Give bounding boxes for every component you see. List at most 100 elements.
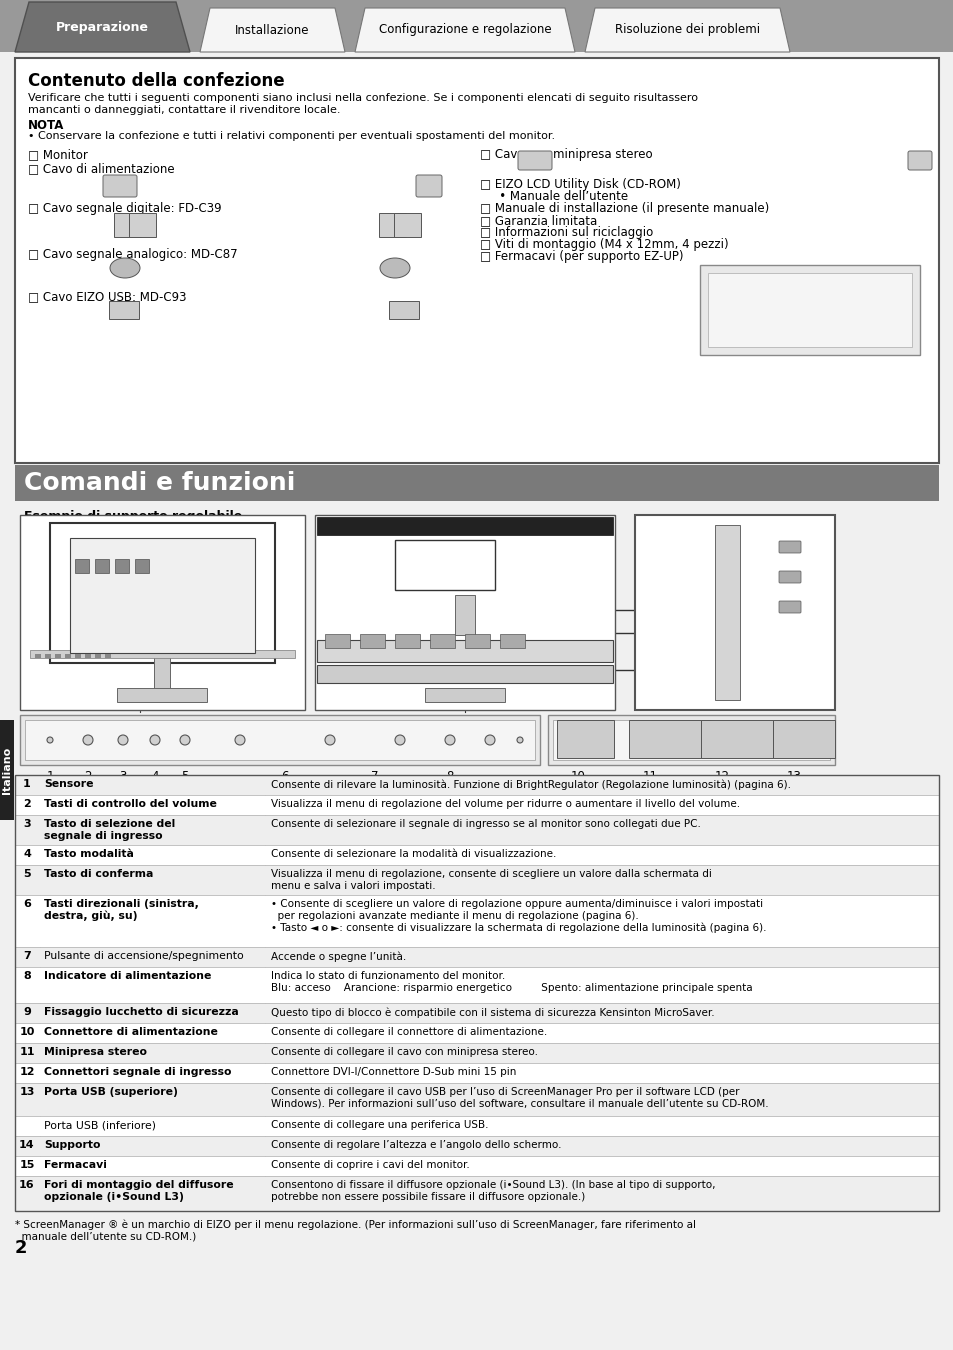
Text: 7: 7	[23, 950, 30, 961]
Text: 11: 11	[19, 1048, 34, 1057]
Text: 1: 1	[23, 779, 30, 788]
Bar	[15, 464, 938, 501]
Bar	[15, 946, 938, 967]
FancyBboxPatch shape	[628, 720, 710, 757]
Text: * ScreenManager ® è un marchio di EIZO per il menu regolazione. (Per informazion: * ScreenManager ® è un marchio di EIZO p…	[15, 1219, 696, 1241]
Text: Menu regolazione
(*ScreenManager ®): Menu regolazione (*ScreenManager ®)	[22, 716, 138, 737]
Text: □ Cavo di alimentazione: □ Cavo di alimentazione	[28, 162, 174, 176]
Text: Comandi e funzioni: Comandi e funzioni	[24, 471, 295, 495]
Text: □ Cavo segnale analogico: MD-C87: □ Cavo segnale analogico: MD-C87	[28, 248, 237, 261]
Bar	[15, 1023, 938, 1044]
Bar	[50, 522, 274, 663]
Text: Indicatore di alimentazione: Indicatore di alimentazione	[44, 971, 212, 981]
Text: 15: 15	[19, 1160, 34, 1170]
Text: □ Viti di montaggio (M4 x 12mm, 4 pezzi): □ Viti di montaggio (M4 x 12mm, 4 pezzi)	[479, 238, 728, 251]
Text: Questo tipo di blocco è compatibile con il sistema di sicurezza Kensinton MicroS: Questo tipo di blocco è compatibile con …	[271, 1007, 714, 1018]
Text: Fissaggio lucchetto di sicurezza: Fissaggio lucchetto di sicurezza	[44, 1007, 238, 1017]
Bar	[464, 634, 490, 648]
FancyBboxPatch shape	[416, 176, 441, 197]
Bar	[15, 865, 938, 895]
Bar	[455, 595, 475, 634]
Bar	[499, 634, 524, 648]
Circle shape	[395, 734, 405, 745]
Circle shape	[484, 734, 495, 745]
Circle shape	[150, 734, 160, 745]
Circle shape	[234, 734, 245, 745]
Text: Consente di collegare il connettore di alimentazione.: Consente di collegare il connettore di a…	[271, 1027, 547, 1037]
Text: □ Cavo con minipresa stereo: □ Cavo con minipresa stereo	[479, 148, 652, 161]
Circle shape	[444, 734, 455, 745]
Bar	[15, 1044, 938, 1062]
Bar	[15, 775, 938, 1211]
Circle shape	[325, 734, 335, 745]
Text: 2: 2	[15, 1239, 28, 1257]
Text: mancanti o danneggiati, contattare il rivenditore locale.: mancanti o danneggiati, contattare il ri…	[28, 105, 340, 115]
Text: • Conservare la confezione e tutti i relativi componenti per eventuali spostamen: • Conservare la confezione e tutti i rel…	[28, 131, 555, 140]
Text: Verificare che tutti i seguenti componenti siano inclusi nella confezione. Se i : Verificare che tutti i seguenti componen…	[28, 93, 698, 103]
Text: ScreenManager®: ScreenManager®	[75, 543, 136, 549]
Text: Installazione: Installazione	[235, 23, 310, 36]
Text: (Screen): (Screen)	[82, 595, 112, 602]
Text: 11: 11	[641, 769, 657, 783]
Text: Connettore DVI-I/Connettore D-Sub mini 15 pin: Connettore DVI-I/Connettore D-Sub mini 1…	[271, 1066, 516, 1077]
Text: 8: 8	[446, 769, 454, 783]
Text: Pulsante di accensione/spegnimento: Pulsante di accensione/spegnimento	[44, 950, 244, 961]
Text: Sensore: Sensore	[44, 779, 93, 788]
Text: 2: 2	[84, 769, 91, 783]
Text: 13: 13	[19, 1087, 34, 1098]
Bar	[75, 653, 81, 657]
Text: Consente di coprire i cavi del monitor.: Consente di coprire i cavi del monitor.	[271, 1160, 469, 1170]
Bar	[95, 653, 101, 657]
Text: Italiano: Italiano	[2, 747, 12, 794]
Bar	[15, 775, 938, 795]
Bar	[25, 720, 535, 760]
Text: 14: 14	[19, 1139, 34, 1150]
Bar	[15, 1135, 938, 1156]
Bar	[117, 688, 207, 702]
Ellipse shape	[379, 258, 410, 278]
Circle shape	[180, 734, 190, 745]
FancyBboxPatch shape	[907, 151, 931, 170]
Text: Risoluzione dei problemi: Risoluzione dei problemi	[615, 23, 760, 36]
Ellipse shape	[110, 258, 140, 278]
Text: □ Cavo EIZO USB: MD-C93: □ Cavo EIZO USB: MD-C93	[28, 290, 186, 302]
Bar	[0, 720, 14, 819]
Bar	[15, 1176, 938, 1211]
Text: 10: 10	[570, 769, 585, 783]
Text: Connettori segnale di ingresso: Connettori segnale di ingresso	[44, 1066, 232, 1077]
Text: 4: 4	[152, 769, 158, 783]
Bar	[316, 640, 613, 662]
Bar	[395, 540, 495, 590]
Bar	[547, 716, 834, 765]
Text: Supporto: Supporto	[44, 1139, 100, 1150]
Circle shape	[83, 734, 92, 745]
Bar	[15, 1116, 938, 1135]
Text: 5: 5	[181, 769, 189, 783]
Bar	[15, 815, 938, 845]
FancyBboxPatch shape	[109, 301, 139, 319]
Text: 5: 5	[23, 869, 30, 879]
Text: 12: 12	[19, 1066, 34, 1077]
Text: Consente di collegare una periferica USB.: Consente di collegare una periferica USB…	[271, 1120, 488, 1130]
Bar	[15, 1156, 938, 1176]
Bar	[15, 845, 938, 865]
Bar	[359, 634, 385, 648]
Text: Visualizza il menu di regolazione del volume per ridurre o aumentare il livello : Visualizza il menu di regolazione del vo…	[271, 799, 740, 809]
Bar	[135, 559, 149, 572]
Text: Consente di rilevare la luminosità. Funzione di BrightRegulator (Regolazione lum: Consente di rilevare la luminosità. Funz…	[271, 779, 790, 790]
FancyBboxPatch shape	[113, 213, 141, 238]
FancyBboxPatch shape	[103, 176, 137, 197]
Text: □ Informazioni sul riciclaggio: □ Informazioni sul riciclaggio	[479, 225, 653, 239]
FancyBboxPatch shape	[772, 720, 834, 757]
FancyBboxPatch shape	[779, 571, 801, 583]
Bar	[15, 795, 938, 815]
Bar	[85, 653, 91, 657]
Bar	[553, 720, 829, 760]
Text: 7: 7	[371, 769, 378, 783]
Text: 2: 2	[23, 799, 30, 809]
Text: 8: 8	[23, 971, 30, 981]
Text: □ Monitor: □ Monitor	[28, 148, 88, 161]
FancyBboxPatch shape	[779, 601, 801, 613]
Text: Contenuto della confezione: Contenuto della confezione	[28, 72, 284, 90]
Bar	[75, 559, 89, 572]
